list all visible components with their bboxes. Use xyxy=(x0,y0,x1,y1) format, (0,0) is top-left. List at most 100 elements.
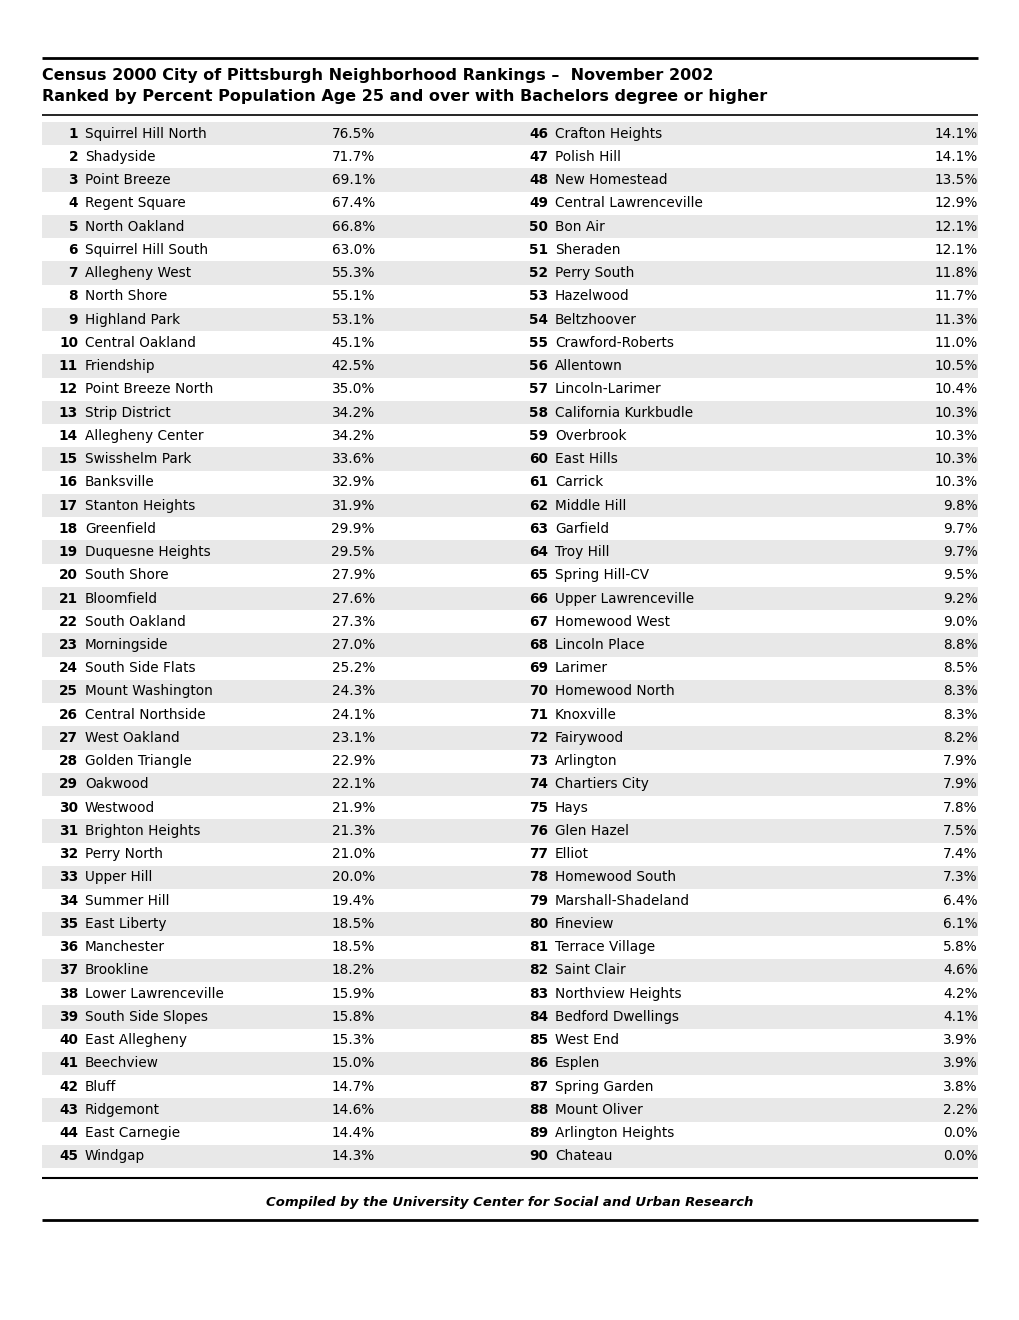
Bar xyxy=(510,401,977,424)
Text: 53.1%: 53.1% xyxy=(331,313,375,326)
Text: 33: 33 xyxy=(59,870,77,884)
Text: Homewood South: Homewood South xyxy=(554,870,676,884)
Text: 24.1%: 24.1% xyxy=(331,708,375,722)
Text: 5.8%: 5.8% xyxy=(943,940,977,954)
Text: Lower Lawrenceville: Lower Lawrenceville xyxy=(85,986,223,1001)
Text: 63.0%: 63.0% xyxy=(331,243,375,257)
Bar xyxy=(42,145,510,169)
Text: East Allegheny: East Allegheny xyxy=(85,1034,186,1047)
Text: 43: 43 xyxy=(59,1104,77,1117)
Text: 57: 57 xyxy=(529,383,547,396)
Text: 51: 51 xyxy=(529,243,547,257)
Text: 15.3%: 15.3% xyxy=(331,1034,375,1047)
Text: South Side Slopes: South Side Slopes xyxy=(85,1010,208,1024)
Text: 23.1%: 23.1% xyxy=(331,731,375,744)
Text: 69: 69 xyxy=(529,661,547,676)
Text: Strip District: Strip District xyxy=(85,405,170,420)
Bar xyxy=(42,796,510,820)
Bar xyxy=(510,866,977,890)
Text: 12.9%: 12.9% xyxy=(933,197,977,210)
Text: Golden Triangle: Golden Triangle xyxy=(85,754,192,768)
Text: 39: 39 xyxy=(59,1010,77,1024)
Text: 34.2%: 34.2% xyxy=(331,429,375,442)
Text: 9.7%: 9.7% xyxy=(943,545,977,560)
Text: Swisshelm Park: Swisshelm Park xyxy=(85,451,192,466)
Text: 8.5%: 8.5% xyxy=(943,661,977,676)
Text: Hazelwood: Hazelwood xyxy=(554,289,629,304)
Bar xyxy=(42,680,510,704)
Bar xyxy=(510,355,977,378)
Bar xyxy=(510,634,977,656)
Text: 14.1%: 14.1% xyxy=(933,150,977,164)
Text: 14.6%: 14.6% xyxy=(331,1104,375,1117)
Bar xyxy=(510,494,977,517)
Bar xyxy=(42,215,510,238)
Text: 24: 24 xyxy=(59,661,77,676)
Bar xyxy=(510,331,977,355)
Text: Spring Hill-CV: Spring Hill-CV xyxy=(554,569,648,582)
Bar xyxy=(510,378,977,401)
Text: 71.7%: 71.7% xyxy=(331,150,375,164)
Text: 9: 9 xyxy=(68,313,77,326)
Text: 15.8%: 15.8% xyxy=(331,1010,375,1024)
Text: 8: 8 xyxy=(68,289,77,304)
Text: 24.3%: 24.3% xyxy=(331,685,375,698)
Text: 7.3%: 7.3% xyxy=(943,870,977,884)
Text: Beltzhoover: Beltzhoover xyxy=(554,313,636,326)
Text: 54: 54 xyxy=(529,313,547,326)
Text: 18.5%: 18.5% xyxy=(331,940,375,954)
Text: 26: 26 xyxy=(59,708,77,722)
Text: 21.0%: 21.0% xyxy=(331,847,375,861)
Bar xyxy=(42,842,510,866)
Text: 56: 56 xyxy=(529,359,547,374)
Text: South Side Flats: South Side Flats xyxy=(85,661,196,676)
Text: 25.2%: 25.2% xyxy=(331,661,375,676)
Text: 66: 66 xyxy=(529,591,547,606)
Text: 53: 53 xyxy=(529,289,547,304)
Text: East Liberty: East Liberty xyxy=(85,917,166,931)
Text: 4.6%: 4.6% xyxy=(943,964,977,977)
Text: 18.2%: 18.2% xyxy=(331,964,375,977)
Text: 17: 17 xyxy=(59,499,77,512)
Text: Arlington: Arlington xyxy=(554,754,618,768)
Text: 44: 44 xyxy=(59,1126,77,1140)
Text: 89: 89 xyxy=(529,1126,547,1140)
Text: 37: 37 xyxy=(59,964,77,977)
Bar xyxy=(42,890,510,912)
Text: 76: 76 xyxy=(529,824,547,838)
Bar xyxy=(42,471,510,494)
Text: 4.2%: 4.2% xyxy=(943,986,977,1001)
Bar xyxy=(510,820,977,842)
Text: 22: 22 xyxy=(59,615,77,628)
Text: 59: 59 xyxy=(529,429,547,442)
Text: Homewood North: Homewood North xyxy=(554,685,675,698)
Text: 7.9%: 7.9% xyxy=(943,777,977,792)
Text: 27.9%: 27.9% xyxy=(331,569,375,582)
Text: 40: 40 xyxy=(59,1034,77,1047)
Text: Banksville: Banksville xyxy=(85,475,155,490)
Bar xyxy=(42,285,510,308)
Text: 10.5%: 10.5% xyxy=(933,359,977,374)
Text: Terrace Village: Terrace Village xyxy=(554,940,654,954)
Text: North Shore: North Shore xyxy=(85,289,167,304)
Text: Garfield: Garfield xyxy=(554,521,608,536)
Text: 71: 71 xyxy=(529,708,547,722)
Bar xyxy=(510,1098,977,1122)
Text: Highland Park: Highland Park xyxy=(85,313,180,326)
Text: 36: 36 xyxy=(59,940,77,954)
Text: Regent Square: Regent Square xyxy=(85,197,185,210)
Text: 9.7%: 9.7% xyxy=(943,521,977,536)
Text: 62: 62 xyxy=(529,499,547,512)
Text: 22.1%: 22.1% xyxy=(331,777,375,792)
Text: 20.0%: 20.0% xyxy=(331,870,375,884)
Text: 9.8%: 9.8% xyxy=(943,499,977,512)
Bar xyxy=(42,1074,510,1098)
Text: California Kurkbudle: California Kurkbudle xyxy=(554,405,693,420)
Text: 23: 23 xyxy=(59,638,77,652)
Text: 63: 63 xyxy=(529,521,547,536)
Text: 83: 83 xyxy=(528,986,547,1001)
Bar xyxy=(42,912,510,936)
Text: 15.9%: 15.9% xyxy=(331,986,375,1001)
Bar xyxy=(42,750,510,772)
Text: 7.9%: 7.9% xyxy=(943,754,977,768)
